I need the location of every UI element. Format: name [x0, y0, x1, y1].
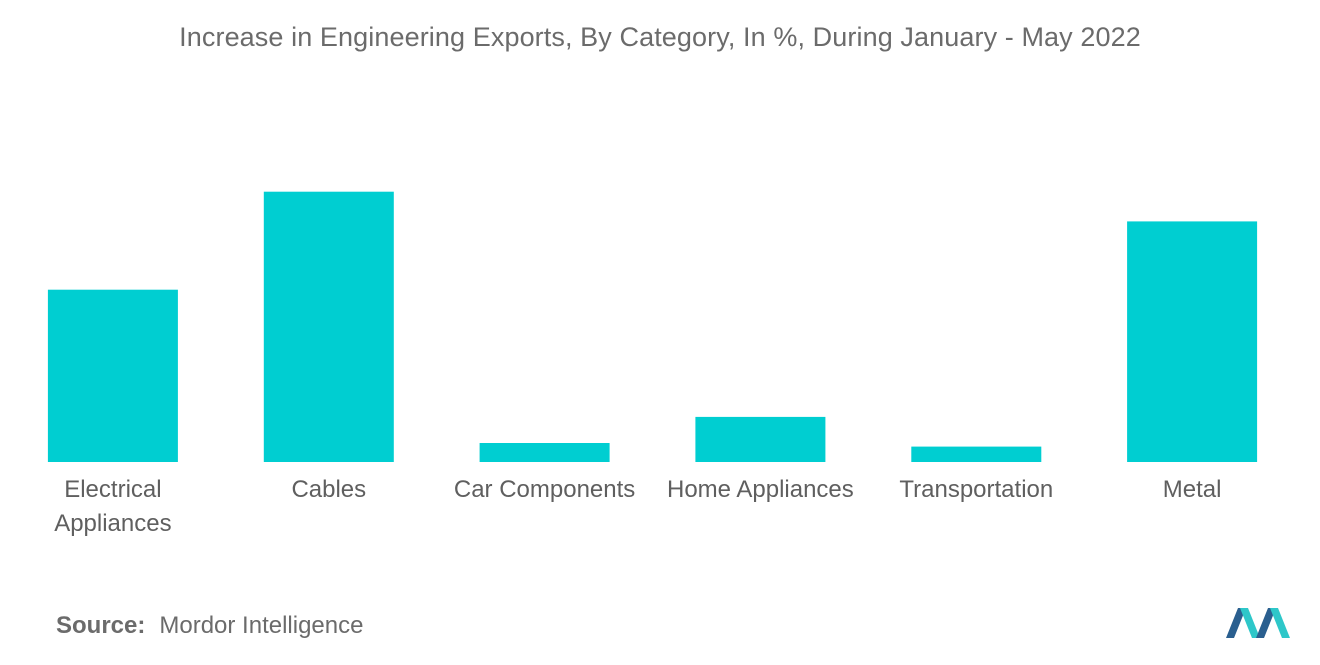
logo-left-stroke — [1226, 608, 1246, 638]
x-tick-label-line: Car Components — [454, 476, 635, 503]
source-note: Source: Mordor Intelligence — [56, 612, 363, 640]
x-tick-label: Electrical Appliances — [54, 476, 171, 537]
x-tick-label: Home Appliances — [667, 476, 854, 503]
source-label: Source: — [56, 612, 146, 639]
bar-cables — [263, 191, 394, 462]
logo-middle-stroke — [1240, 608, 1260, 638]
x-tick-label-line: Cables — [291, 476, 366, 503]
source-value: Mordor Intelligence — [159, 612, 364, 639]
chart-title: Increase in Engineering Exports, By Cate… — [179, 22, 1141, 52]
bar-transportation — [911, 446, 1042, 462]
x-tick-label-line: Appliances — [54, 510, 171, 537]
x-tick-label: Cables — [291, 476, 366, 503]
bar-metal — [1127, 221, 1258, 462]
logo-right-stroke — [1270, 608, 1290, 638]
bar-electrical-appliances — [47, 289, 178, 462]
bar-home-appliances — [695, 416, 826, 462]
x-tick-label: Car Components — [454, 476, 635, 503]
x-tick-label-line: Electrical — [64, 476, 161, 503]
logo-center-stroke — [1256, 608, 1276, 638]
x-tick-label-line: Metal — [1163, 476, 1222, 503]
x-tick-label: Metal — [1163, 476, 1222, 503]
x-tick-label-line: Home Appliances — [667, 476, 854, 503]
mordor-intelligence-logo — [1226, 608, 1290, 638]
bar-car-components — [479, 443, 610, 462]
x-tick-label: Transportation — [899, 476, 1053, 503]
x-tick-label-line: Transportation — [899, 476, 1053, 503]
